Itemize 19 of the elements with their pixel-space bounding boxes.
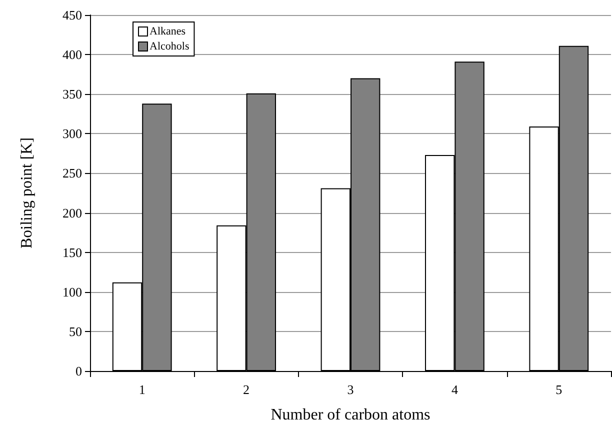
y-tick-label: 0	[76, 364, 82, 378]
y-tick-label: 50	[69, 324, 82, 339]
x-axis-title: Number of carbon atoms	[270, 406, 430, 424]
y-tick-label: 250	[62, 166, 82, 181]
y-tick-label: 100	[62, 284, 82, 300]
y-tick-label: 350	[62, 86, 82, 102]
x-tick-label: 5	[556, 382, 562, 397]
x-tick-label: 4	[451, 382, 458, 397]
y-tick-label: 200	[62, 205, 82, 220]
x-tick-label: 1	[138, 382, 146, 397]
x-tick-label: 2	[243, 382, 250, 397]
legend-label: Alkanes	[150, 26, 186, 38]
legend-label: Alcohols	[150, 40, 190, 52]
y-tick-label: 300	[62, 126, 82, 142]
y-axis-title: Boiling point [K]	[18, 137, 36, 249]
y-tick-label: 400	[62, 47, 82, 62]
y-tick-label: 450	[62, 8, 82, 22]
y-tick-label: 150	[62, 244, 82, 260]
x-tick-label: 3	[347, 382, 354, 397]
